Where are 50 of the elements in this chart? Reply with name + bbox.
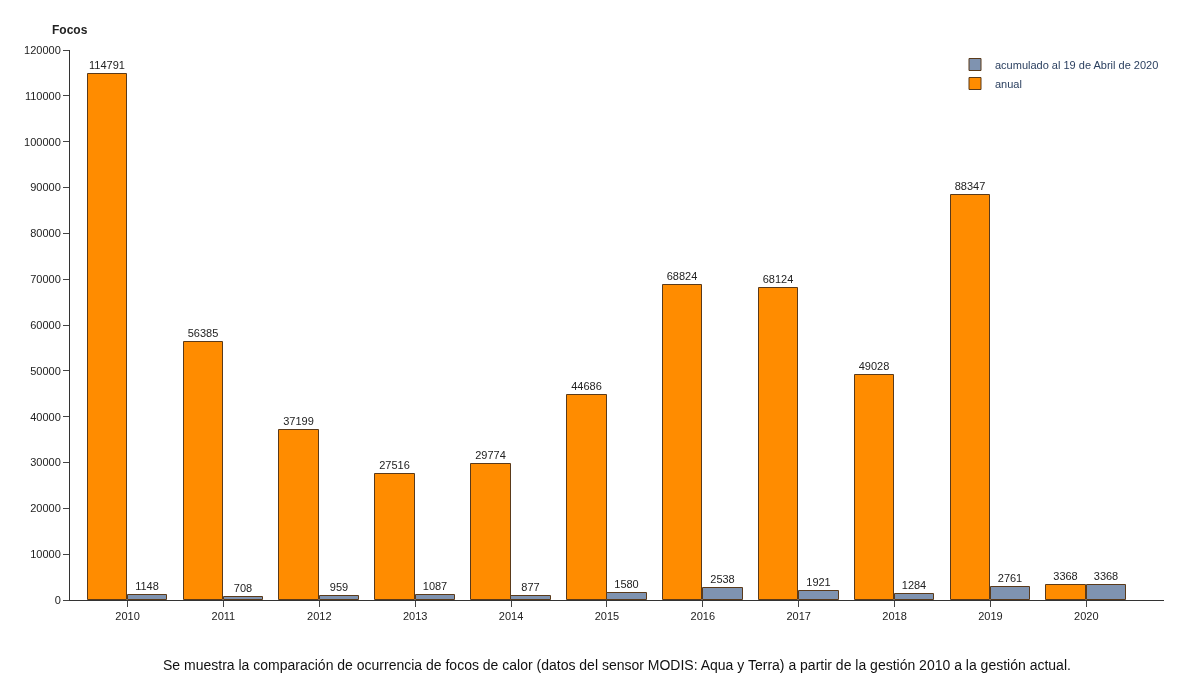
y-tick-label: 60000 xyxy=(30,318,61,331)
y-tick-label: 90000 xyxy=(30,181,61,194)
x-tick-label: 2017 xyxy=(786,610,811,623)
legend-label: anual xyxy=(995,77,1022,90)
data-label: 49028 xyxy=(858,359,890,372)
data-label: 114791 xyxy=(89,58,125,71)
y-tick-label: 0 xyxy=(54,593,61,606)
y-tick-label: 120000 xyxy=(24,43,61,56)
data-label: 88347 xyxy=(954,179,986,192)
x-tick-label: 2011 xyxy=(211,610,236,623)
data-label: 1921 xyxy=(806,575,831,588)
data-label: 3368 xyxy=(1093,569,1119,582)
data-label: 29774 xyxy=(475,448,506,461)
data-label: 68824 xyxy=(666,269,698,282)
y-axis-title: Focos xyxy=(52,23,88,37)
data-label: 959 xyxy=(329,580,349,593)
data-label: 1148 xyxy=(135,579,159,592)
x-tick-label: 2020 xyxy=(1074,610,1099,623)
data-label: 877 xyxy=(521,580,540,593)
x-tick-label: 2010 xyxy=(115,610,140,623)
x-tick-label: 2014 xyxy=(498,610,524,623)
y-tick-label: 30000 xyxy=(30,456,61,469)
data-label: 27516 xyxy=(379,458,410,471)
data-label: 3368 xyxy=(1053,569,1078,582)
data-label: 1580 xyxy=(614,577,639,590)
x-tick-label: 2019 xyxy=(978,610,1003,623)
text: Se muestra la comparación de ocurrencia de focos de calor (datos del sensor MODIS: Aqua y Terra) a partir de la gestión 2010 a la gestión actual. xyxy=(163,657,1071,673)
y-tick-label: 70000 xyxy=(30,273,61,286)
data-label: 44686 xyxy=(571,379,602,392)
data-label: 2538 xyxy=(710,572,735,585)
data-label: 37199 xyxy=(283,414,314,427)
x-tick-label: 2013 xyxy=(402,610,428,623)
data-label: 56385 xyxy=(187,326,219,339)
x-tick-label: 2018 xyxy=(882,610,907,623)
data-label: 1087 xyxy=(422,579,448,592)
y-tick-label: 100000 xyxy=(24,135,61,148)
y-tick-label: 20000 xyxy=(30,502,61,515)
y-tick-label: 110000 xyxy=(24,89,61,102)
data-label: 708 xyxy=(233,581,253,594)
data-label: 68124 xyxy=(762,272,794,285)
legend-label: acumulado al 19 de Abril de 2020 xyxy=(995,58,1159,71)
y-tick-label: 10000 xyxy=(30,548,61,561)
data-label: 1284 xyxy=(901,578,927,591)
data-label: 2761 xyxy=(997,571,1023,584)
y-tick-label: 80000 xyxy=(30,227,61,240)
y-tick-label: 50000 xyxy=(30,364,61,377)
y-tick-label: 40000 xyxy=(30,410,61,423)
x-tick-label: 2012 xyxy=(307,610,332,623)
x-tick-label: 2015 xyxy=(594,610,620,623)
x-tick-label: 2016 xyxy=(690,610,716,623)
